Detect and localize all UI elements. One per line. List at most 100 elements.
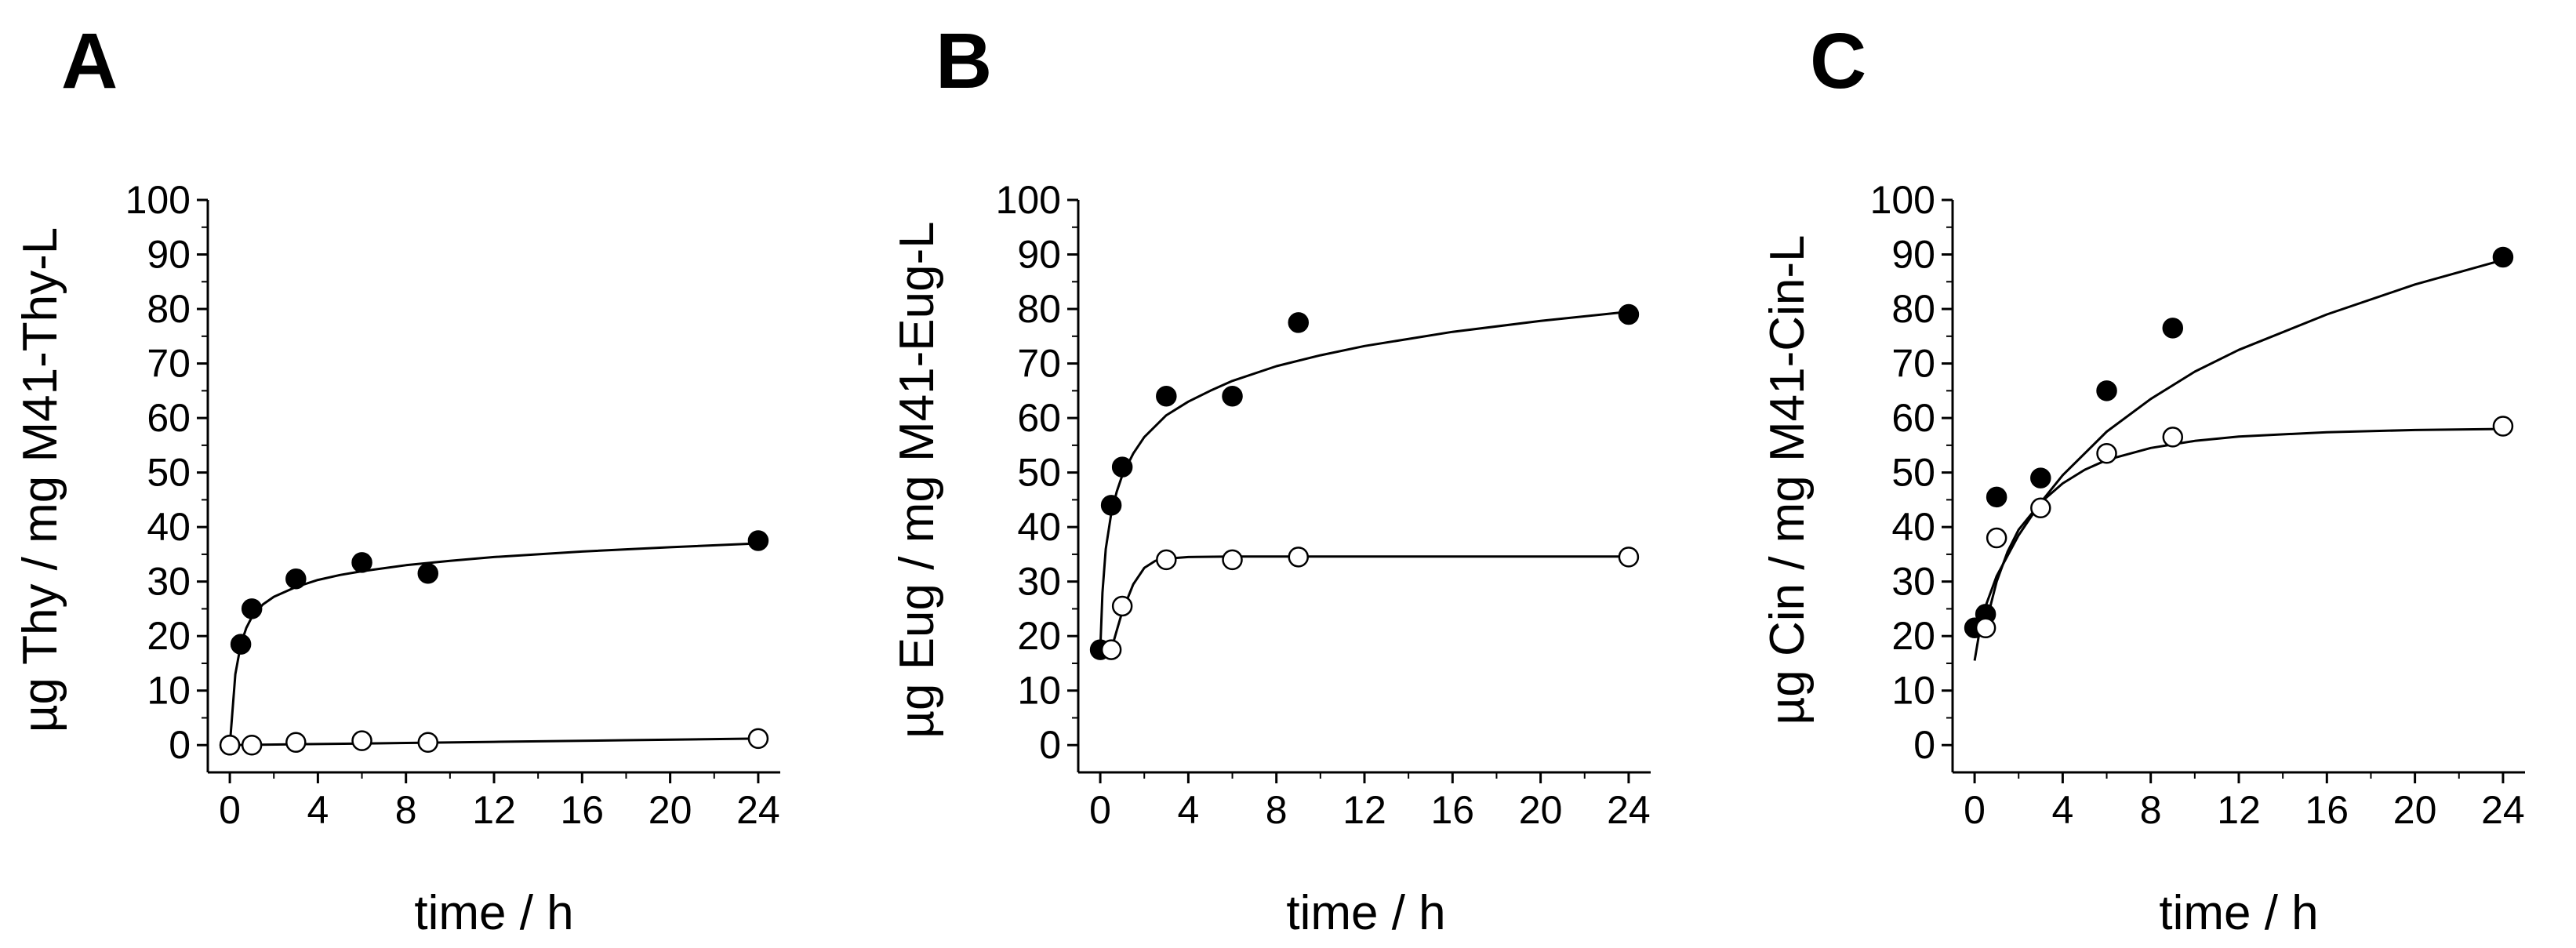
y-tick-label: 60 xyxy=(147,396,191,440)
data-point-open xyxy=(1975,617,1996,639)
y-tick-label: 90 xyxy=(147,233,191,277)
x-tick-label: 8 xyxy=(1266,788,1288,832)
x-tick-label: 16 xyxy=(1430,788,1474,832)
y-tick-label: 20 xyxy=(1017,614,1061,658)
y-tick-label: 20 xyxy=(1891,614,1935,658)
x-axis-title: time / h xyxy=(414,886,573,940)
x-tick-label: 20 xyxy=(2393,788,2437,832)
data-point-open xyxy=(241,734,263,756)
data-point-open xyxy=(2162,427,2184,448)
y-tick-label: 70 xyxy=(147,342,191,386)
data-point-filled xyxy=(1986,486,2007,508)
x-tick-label: 24 xyxy=(1607,788,1651,832)
y-tick-label: 80 xyxy=(147,287,191,331)
fit-curve-filled xyxy=(1099,311,1630,650)
x-tick-label: 4 xyxy=(307,788,329,832)
y-tick-label: 0 xyxy=(1039,723,1061,767)
y-tick-label: 100 xyxy=(996,178,1061,222)
y-tick-label: 70 xyxy=(1891,342,1935,386)
x-tick-label: 4 xyxy=(2051,788,2073,832)
y-tick-label: 30 xyxy=(147,560,191,604)
y-tick-label: 90 xyxy=(1017,233,1061,277)
plot-area: 0 10 20 30 40 50 60 70 80 90 100 0 4 8 12 16 20 24 xyxy=(1870,178,2525,832)
plot-area: 0 10 20 30 40 50 60 70 80 90 100 0 4 8 12 16 20 24 xyxy=(125,178,780,832)
data-point-filled xyxy=(2162,318,2184,339)
y-tick-label: 60 xyxy=(1891,396,1935,440)
x-tick-label: 0 xyxy=(1089,788,1111,832)
x-tick-label: 8 xyxy=(395,788,417,832)
y-tick-label: 30 xyxy=(1891,560,1935,604)
y-tick-label: 40 xyxy=(1017,505,1061,549)
data-point-filled xyxy=(1156,386,1177,407)
y-tick-label: 40 xyxy=(147,505,191,549)
y-tick-label: 100 xyxy=(125,178,191,222)
y-tick-label: 20 xyxy=(147,614,191,658)
data-point-open xyxy=(1222,549,1243,571)
data-point-open xyxy=(2492,416,2514,437)
data-point-open xyxy=(1156,549,1177,571)
plot-area: 0 10 20 30 40 50 60 70 80 90 100 0 4 8 12 16 20 24 xyxy=(996,178,1651,832)
data-point-open xyxy=(1986,527,2007,549)
panel-b: B µg Eug / mg M41-Eug-L time / h 0 10 20 30… xyxy=(890,17,1651,940)
data-point-open xyxy=(219,734,241,756)
data-point-open xyxy=(2096,443,2117,464)
x-tick-label: 4 xyxy=(1177,788,1199,832)
data-point-filled xyxy=(2096,380,2117,401)
x-tick-label: 20 xyxy=(649,788,692,832)
y-tick-label: 50 xyxy=(1017,451,1061,495)
fit-curve-filled xyxy=(228,542,758,746)
y-axis-title: µg Thy / mg M41-Thy-L xyxy=(13,227,67,732)
data-point-open xyxy=(1100,639,1122,660)
x-tick-label: 16 xyxy=(560,788,604,832)
x-tick-label: 0 xyxy=(1964,788,1986,832)
panel-letter: B xyxy=(936,17,992,105)
data-point-filled xyxy=(1111,456,1133,478)
data-point-filled xyxy=(1288,312,1310,333)
fit-curve-filled xyxy=(1973,259,2504,661)
x-axis-title: time / h xyxy=(1286,886,1445,940)
data-point-open xyxy=(747,728,769,750)
y-tick-label: 100 xyxy=(1870,178,1935,222)
x-tick-label: 24 xyxy=(2481,788,2525,832)
y-tick-label: 0 xyxy=(169,723,191,767)
data-point-open xyxy=(285,732,307,754)
x-tick-label: 12 xyxy=(1342,788,1386,832)
data-point-filled xyxy=(2030,467,2051,489)
y-tick-label: 30 xyxy=(1017,560,1061,604)
y-tick-label: 50 xyxy=(147,451,191,495)
fit-curve-open xyxy=(1110,555,1629,651)
x-tick-label: 12 xyxy=(2217,788,2261,832)
data-point-open xyxy=(2030,497,2051,519)
y-tick-label: 10 xyxy=(147,669,191,713)
fit-curve-open xyxy=(1984,427,2503,629)
y-tick-label: 40 xyxy=(1891,505,1935,549)
data-point-open xyxy=(417,732,439,754)
x-axis-title: time / h xyxy=(2159,886,2318,940)
x-tick-label: 8 xyxy=(2140,788,2162,832)
y-tick-label: 80 xyxy=(1891,287,1935,331)
fit-curve-open xyxy=(230,737,758,746)
x-tick-label: 16 xyxy=(2305,788,2349,832)
data-point-filled xyxy=(417,562,439,584)
data-point-filled xyxy=(1222,386,1243,407)
x-tick-label: 0 xyxy=(219,788,241,832)
data-point-filled xyxy=(747,530,769,551)
y-tick-label: 90 xyxy=(1891,233,1935,277)
y-tick-label: 10 xyxy=(1891,669,1935,713)
data-point-open xyxy=(351,730,372,751)
panel-letter: A xyxy=(61,17,118,105)
data-point-filled xyxy=(285,568,307,590)
data-point-filled xyxy=(1618,303,1640,325)
x-tick-label: 20 xyxy=(1519,788,1563,832)
data-point-open xyxy=(1288,547,1310,568)
y-axis-title: µg Eug / mg M41-Eug-L xyxy=(890,221,944,738)
data-point-filled xyxy=(2492,246,2514,268)
y-tick-label: 70 xyxy=(1017,342,1061,386)
panel-letter: C xyxy=(1810,17,1866,105)
data-point-open xyxy=(1111,595,1133,617)
y-tick-label: 0 xyxy=(1913,723,1935,767)
panel-c: C µg Cin / mg M41-Cin-L time / h 0 10 20 30… xyxy=(1760,17,2525,940)
x-tick-label: 12 xyxy=(472,788,516,832)
x-tick-label: 24 xyxy=(736,788,780,832)
y-tick-label: 80 xyxy=(1017,287,1061,331)
